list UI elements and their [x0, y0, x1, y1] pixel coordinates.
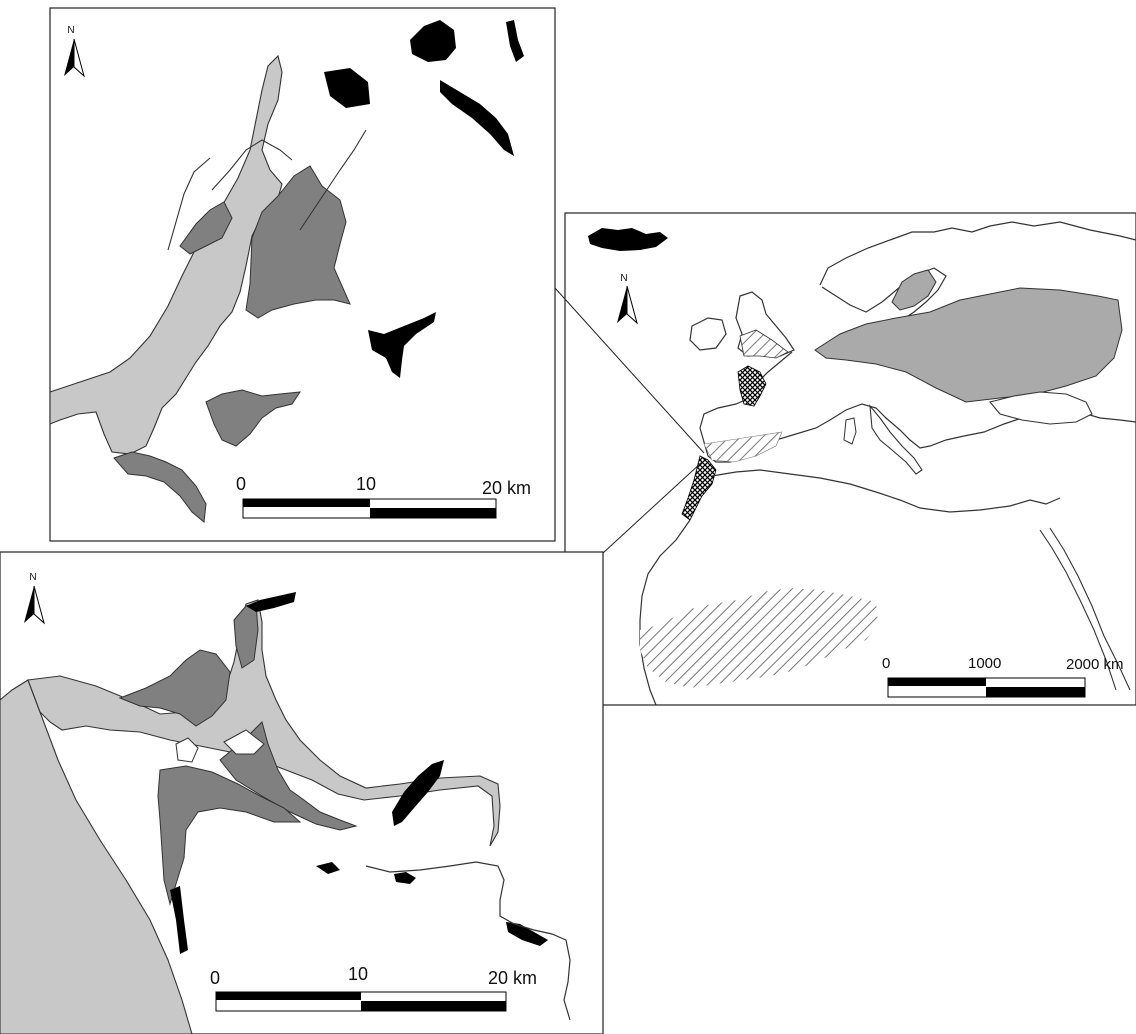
bottom-left-map-panel: N 0 10 20 km [0, 551, 604, 1034]
top-left-scale-label-2: 20 km [482, 478, 531, 498]
europe-north-label: N [620, 273, 627, 284]
bothnia-grey-area [891, 269, 937, 311]
bottom-marsh-south [157, 765, 302, 906]
top-left-scale-label-1: 10 [356, 474, 376, 494]
bottom-left-scale-bar: 0 10 20 km [210, 964, 537, 1012]
iberia-crosshatch-coast [681, 455, 717, 521]
top-marsh-southwest [113, 451, 207, 523]
europe-scale-bar: 0 1000 2000 km [882, 655, 1124, 698]
top-left-north-arrow-icon: N [64, 25, 85, 78]
britain-hatched-area [739, 329, 789, 359]
bottom-island-2 [175, 737, 199, 763]
europe-north-arrow-icon: N [617, 273, 638, 325]
bottom-black-lake-3 [170, 886, 188, 954]
top-left-scale-bar: 0 10 20 km [236, 474, 531, 519]
bottom-marsh-north [118, 649, 231, 727]
biscay-crosshatch-coast [737, 365, 767, 407]
bottom-black-lake-1 [246, 592, 296, 612]
top-black-lake-5 [368, 312, 436, 378]
top-marsh-west [179, 201, 233, 255]
sahel-hatched-area [640, 588, 878, 688]
bottom-river-line [365, 861, 571, 1021]
top-black-lake-2 [506, 20, 524, 62]
top-river-channels [167, 129, 367, 251]
eastern-europe-grey-area [814, 287, 1123, 403]
top-left-map-panel: N 0 10 20 km [49, 7, 556, 542]
top-marsh-north [245, 165, 351, 319]
bottom-island-1 [223, 729, 265, 755]
iberia-hatched-area [703, 431, 783, 463]
bottom-black-lake-2 [392, 760, 444, 826]
black-sea-outline [989, 391, 1093, 425]
bottom-left-north-label: N [29, 572, 36, 583]
europe-scale-label-2: 2000 km [1066, 656, 1124, 673]
ireland-outline [689, 317, 727, 351]
bottom-black-lake-5 [394, 872, 416, 884]
bottom-black-lake-4 [506, 922, 548, 946]
iceland-shape [588, 228, 668, 251]
bottom-left-north-arrow-icon: N [24, 572, 45, 625]
bottom-black-lake-6 [316, 862, 340, 874]
top-marsh-south [205, 389, 302, 447]
europe-scale-label-1: 1000 [968, 655, 1001, 672]
top-black-lake-4 [440, 80, 514, 156]
sardinia-outline [843, 417, 857, 445]
top-black-lake-1 [410, 20, 456, 62]
italy-outline [869, 404, 923, 475]
red-sea-outline [1039, 527, 1131, 691]
leader-line-bottom [602, 461, 703, 554]
top-black-lake-3 [324, 68, 370, 108]
leader-line-top [554, 287, 705, 454]
bottom-left-scale-label-0: 0 [210, 968, 220, 988]
europe-scale-label-0: 0 [882, 655, 890, 672]
north-africa-coastline [639, 469, 1061, 706]
europe-map-panel: N 0 1000 2000 km [564, 212, 1136, 706]
bottom-left-scale-label-2: 20 km [488, 968, 537, 988]
bottom-left-scale-label-1: 10 [348, 964, 368, 984]
top-left-north-label: N [67, 25, 74, 36]
top-left-scale-label-0: 0 [236, 474, 246, 494]
